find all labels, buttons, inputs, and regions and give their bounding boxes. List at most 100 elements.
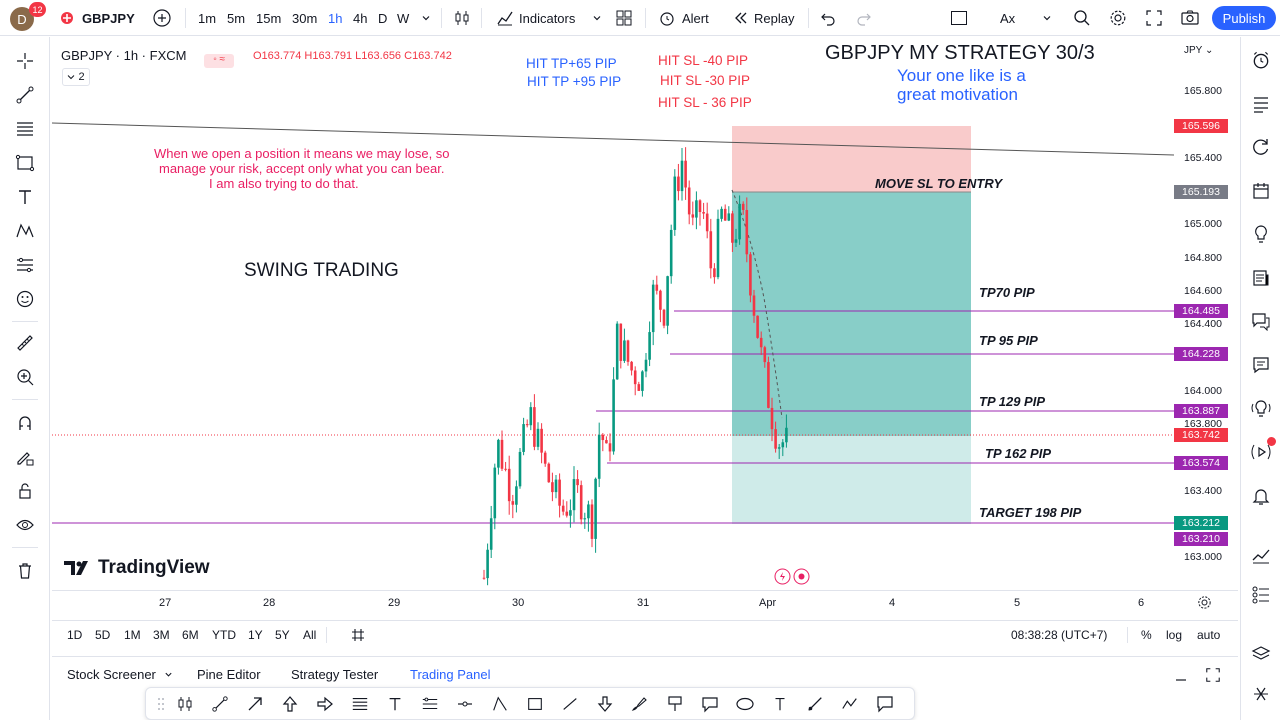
fullscreen-layout-button[interactable] (950, 0, 968, 36)
sign-button[interactable] (664, 693, 686, 715)
interval-15m[interactable]: 15m (256, 10, 282, 26)
maximize-panel-button[interactable] (1205, 667, 1221, 683)
alerts-panel-button[interactable] (1249, 48, 1273, 72)
price-scale[interactable]: JPY ⌄ (1174, 38, 1238, 590)
notifications-button[interactable] (1249, 484, 1273, 508)
interval-1m[interactable]: 1m (198, 10, 217, 26)
shapes-tool[interactable] (13, 151, 37, 175)
hide-drawings-tool[interactable] (13, 513, 37, 537)
stay-drawing-tool[interactable] (13, 445, 37, 469)
measure-tool[interactable] (13, 331, 37, 355)
scale-settings-button[interactable] (1197, 595, 1212, 610)
streams-button[interactable] (1249, 437, 1276, 464)
notes-button[interactable] (1249, 353, 1273, 377)
minimize-panel-button[interactable] (1174, 669, 1188, 683)
indicators-collapse-button[interactable]: 2 (62, 68, 90, 86)
calendar-button[interactable] (1249, 179, 1273, 203)
arrow-down-button[interactable] (594, 693, 616, 715)
interval-5m[interactable]: 5m (227, 10, 246, 26)
layers-button[interactable] (1249, 642, 1273, 666)
trend-line-button[interactable] (209, 693, 231, 715)
range-1d[interactable]: 1D (67, 628, 83, 642)
range-1y[interactable]: 1Y (248, 628, 263, 642)
undo-button[interactable] (820, 0, 836, 36)
text-button[interactable] (384, 693, 406, 715)
object-tree-button[interactable] (1249, 583, 1273, 607)
fib-button[interactable] (349, 693, 371, 715)
range-5d[interactable]: 5D (95, 628, 111, 642)
interval-4h[interactable]: 4h (353, 10, 368, 26)
tab-trading-panel[interactable]: Trading Panel (410, 667, 491, 682)
callout-button[interactable] (699, 693, 721, 715)
text-tool[interactable] (13, 185, 37, 209)
layouts-button[interactable] (615, 0, 633, 36)
interval-30m[interactable]: 30m (292, 10, 318, 26)
indicators-dropdown[interactable] (592, 0, 602, 36)
horizontal-line-button[interactable] (454, 693, 476, 715)
interval-d[interactable]: D (378, 10, 388, 26)
ideas-button[interactable] (1249, 222, 1273, 246)
search-button[interactable] (1073, 0, 1091, 36)
fullscreen-button[interactable] (1145, 0, 1163, 36)
interval-dropdown[interactable] (421, 0, 431, 36)
publish-button[interactable]: Publish (1212, 6, 1276, 30)
compare-symbol-button[interactable] (152, 0, 172, 36)
hotlists-button[interactable] (1249, 396, 1273, 420)
range-all[interactable]: All (303, 628, 317, 642)
chart-pane[interactable] (52, 38, 1238, 590)
range-ytd[interactable]: YTD (212, 628, 236, 642)
ellipse-button[interactable] (734, 693, 756, 715)
path-button[interactable] (839, 693, 861, 715)
fib-extension-button[interactable] (419, 693, 441, 715)
auto-scale-toggle[interactable]: auto (1197, 628, 1221, 642)
fib-tool[interactable] (13, 117, 37, 141)
tab-pine-editor[interactable]: Pine Editor (197, 667, 261, 682)
ray-button[interactable] (804, 693, 826, 715)
drag-handle[interactable] (150, 693, 172, 715)
prediction-tool[interactable] (13, 253, 37, 277)
crosshair-tool[interactable] (13, 49, 37, 73)
range-5y[interactable]: 5Y (275, 628, 290, 642)
layout-dropdown[interactable] (1042, 0, 1052, 36)
goto-date-button[interactable] (350, 627, 366, 643)
layout-name[interactable]: Ax (1000, 10, 1016, 26)
line-button[interactable] (559, 693, 581, 715)
magnet-tool[interactable] (13, 411, 37, 435)
rectangle-button[interactable] (524, 693, 546, 715)
pattern-tool[interactable] (13, 219, 37, 243)
percent-scale-toggle[interactable]: % (1141, 628, 1152, 642)
indicators-button[interactable]: Indicators (496, 0, 575, 36)
news-button[interactable] (1249, 266, 1273, 290)
icons-tool[interactable] (13, 287, 37, 311)
arrow-right-button[interactable] (314, 693, 336, 715)
remove-drawings-tool[interactable] (13, 559, 37, 583)
lock-drawings-tool[interactable] (13, 479, 37, 503)
help-button[interactable] (1249, 682, 1273, 706)
symbol-search[interactable]: GBPJPY (60, 0, 135, 36)
range-6m[interactable]: 6M (182, 628, 199, 642)
log-scale-toggle[interactable]: log (1166, 628, 1183, 642)
watchlist-button[interactable] (1249, 92, 1273, 116)
chats-button[interactable] (1249, 309, 1273, 333)
tab-stock-screener[interactable]: Stock Screener (67, 667, 173, 682)
settings-button[interactable] (1109, 0, 1127, 36)
candle-tool-button[interactable] (174, 693, 196, 715)
arrow-button[interactable] (244, 693, 266, 715)
redo-button[interactable] (856, 0, 872, 36)
text-note-button[interactable] (769, 693, 791, 715)
tab-strategy-tester[interactable]: Strategy Tester (291, 667, 379, 682)
range-1m[interactable]: 1M (124, 628, 141, 642)
trend-line-tool[interactable] (13, 83, 37, 107)
symbol-legend[interactable]: GBPJPY · 1h · FXCM ◦ ≈ (61, 48, 235, 68)
events-markers[interactable] (774, 568, 810, 585)
data-window-button[interactable] (1249, 135, 1273, 159)
interval-w[interactable]: W (397, 10, 410, 26)
arrow-up-button[interactable] (279, 693, 301, 715)
replay-button[interactable]: Replay (733, 0, 794, 36)
clock-display[interactable]: 08:38:28 (UTC+7) (1011, 628, 1108, 642)
comment-button[interactable] (874, 693, 896, 715)
chart-type-button[interactable] (453, 0, 471, 36)
interval-1h[interactable]: 1h (328, 10, 343, 26)
time-scale[interactable]: 27 28 29 30 31 Apr 4 5 6 (52, 590, 1238, 614)
currency-label[interactable]: JPY ⌄ (1184, 45, 1214, 56)
